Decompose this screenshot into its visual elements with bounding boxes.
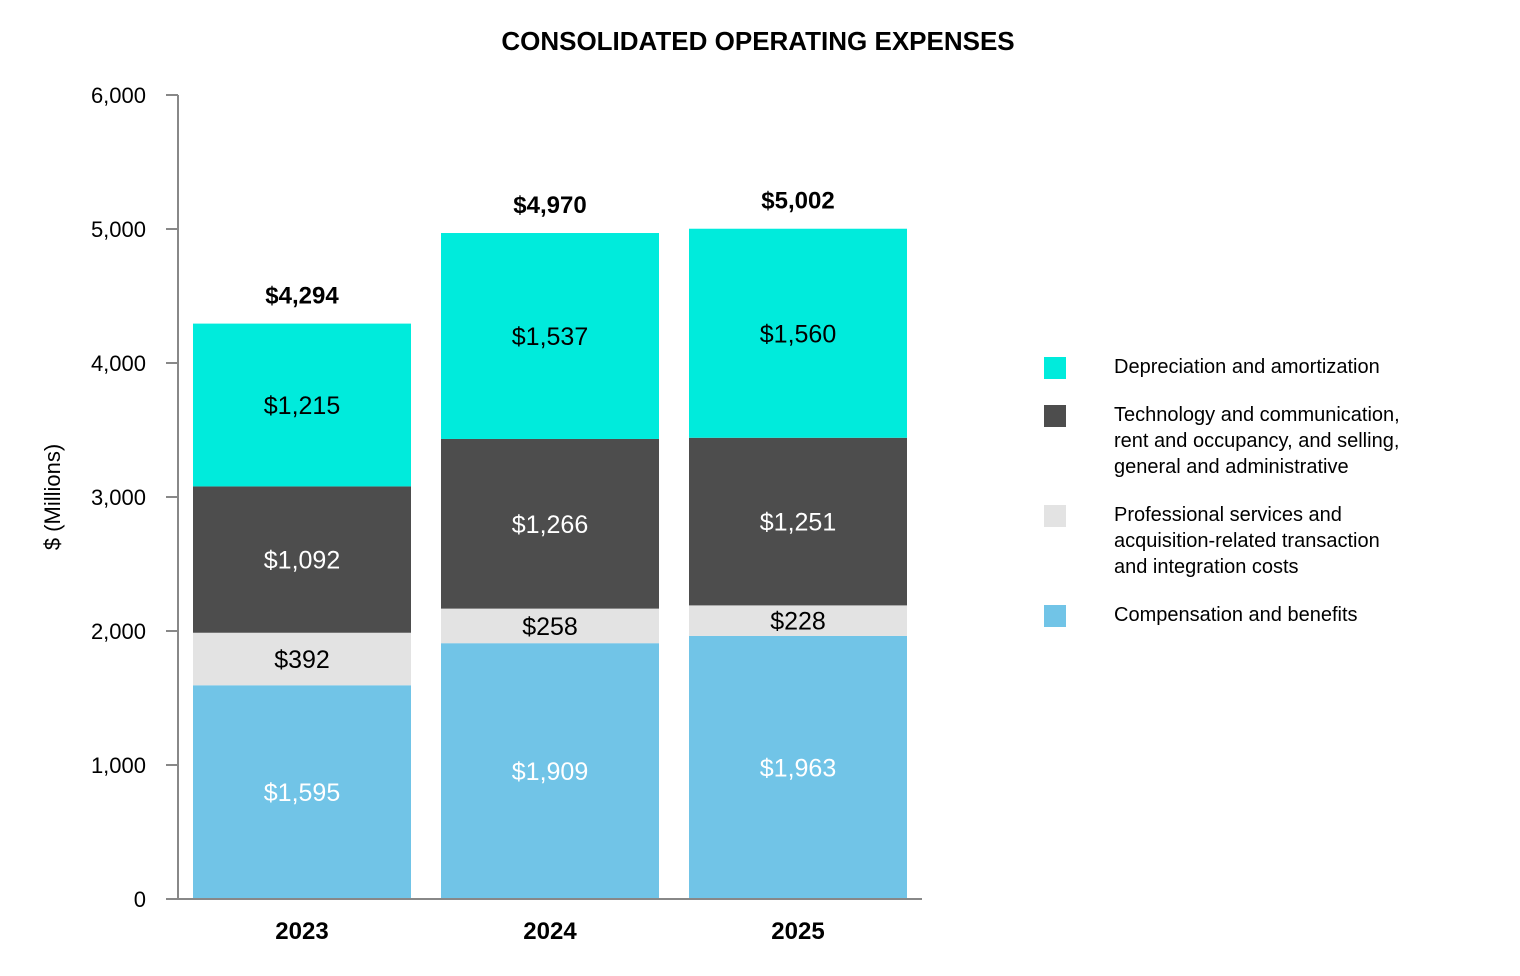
data-label: $258 (522, 613, 578, 641)
bar-segment (193, 632, 411, 686)
y-tick-label: 1,000 (91, 753, 146, 778)
legend-label: Technology and communication, rent and o… (1114, 404, 1400, 478)
bar-segment (441, 643, 659, 899)
data-label: $1,537 (512, 323, 588, 351)
y-axis-label: $ (Millions) (40, 444, 65, 550)
legend-label: Compensation and benefits (1114, 604, 1358, 626)
y-tick-label: 4,000 (91, 351, 146, 376)
bar-segment (193, 685, 411, 899)
data-label: $1,560 (760, 320, 836, 348)
bar-segment (689, 605, 907, 636)
y-tick-label: 3,000 (91, 485, 146, 510)
bar-segment (689, 635, 907, 899)
data-label: $228 (770, 608, 826, 636)
x-tick-label: 2025 (771, 918, 824, 945)
data-label: $1,251 (760, 509, 836, 537)
chart-title: CONSOLIDATED OPERATING EXPENSES (501, 26, 1014, 56)
data-label: $1,909 (512, 758, 588, 786)
bar-segment (193, 486, 411, 633)
legend-label: Professional services and acquisition-re… (1114, 504, 1380, 578)
total-label: $4,294 (265, 283, 339, 310)
data-label: $1,963 (760, 754, 836, 782)
y-tick-label: 0 (134, 887, 146, 912)
bar-segment (441, 438, 659, 609)
data-label: $1,092 (264, 547, 340, 575)
bar-segment (689, 228, 907, 438)
total-label: $5,002 (761, 188, 834, 215)
y-tick-label: 2,000 (91, 619, 146, 644)
legend-swatch (1044, 605, 1066, 627)
plot-area: 0 1,000 2,000 3,000 4,000 5,000 6,000 $1,595 $39… (91, 83, 922, 945)
bar-segment (193, 323, 411, 487)
bar-segment (689, 437, 907, 606)
y-tick-label: 5,000 (91, 217, 146, 242)
bar-segment (441, 608, 659, 644)
y-tick-label: 6,000 (91, 83, 146, 108)
legend-swatch (1044, 405, 1066, 427)
x-tick-label: 2024 (523, 918, 577, 945)
data-label: $1,215 (264, 392, 340, 420)
data-label: $1,266 (512, 511, 588, 539)
legend-swatch (1044, 357, 1066, 379)
total-label: $4,970 (513, 192, 586, 219)
data-label: $1,595 (264, 779, 340, 807)
legend-swatch (1044, 505, 1066, 527)
x-tick-label: 2023 (275, 918, 328, 945)
legend-label: Depreciation and amortization (1114, 356, 1380, 378)
bar-segment (441, 233, 659, 439)
data-label: $392 (274, 646, 330, 674)
